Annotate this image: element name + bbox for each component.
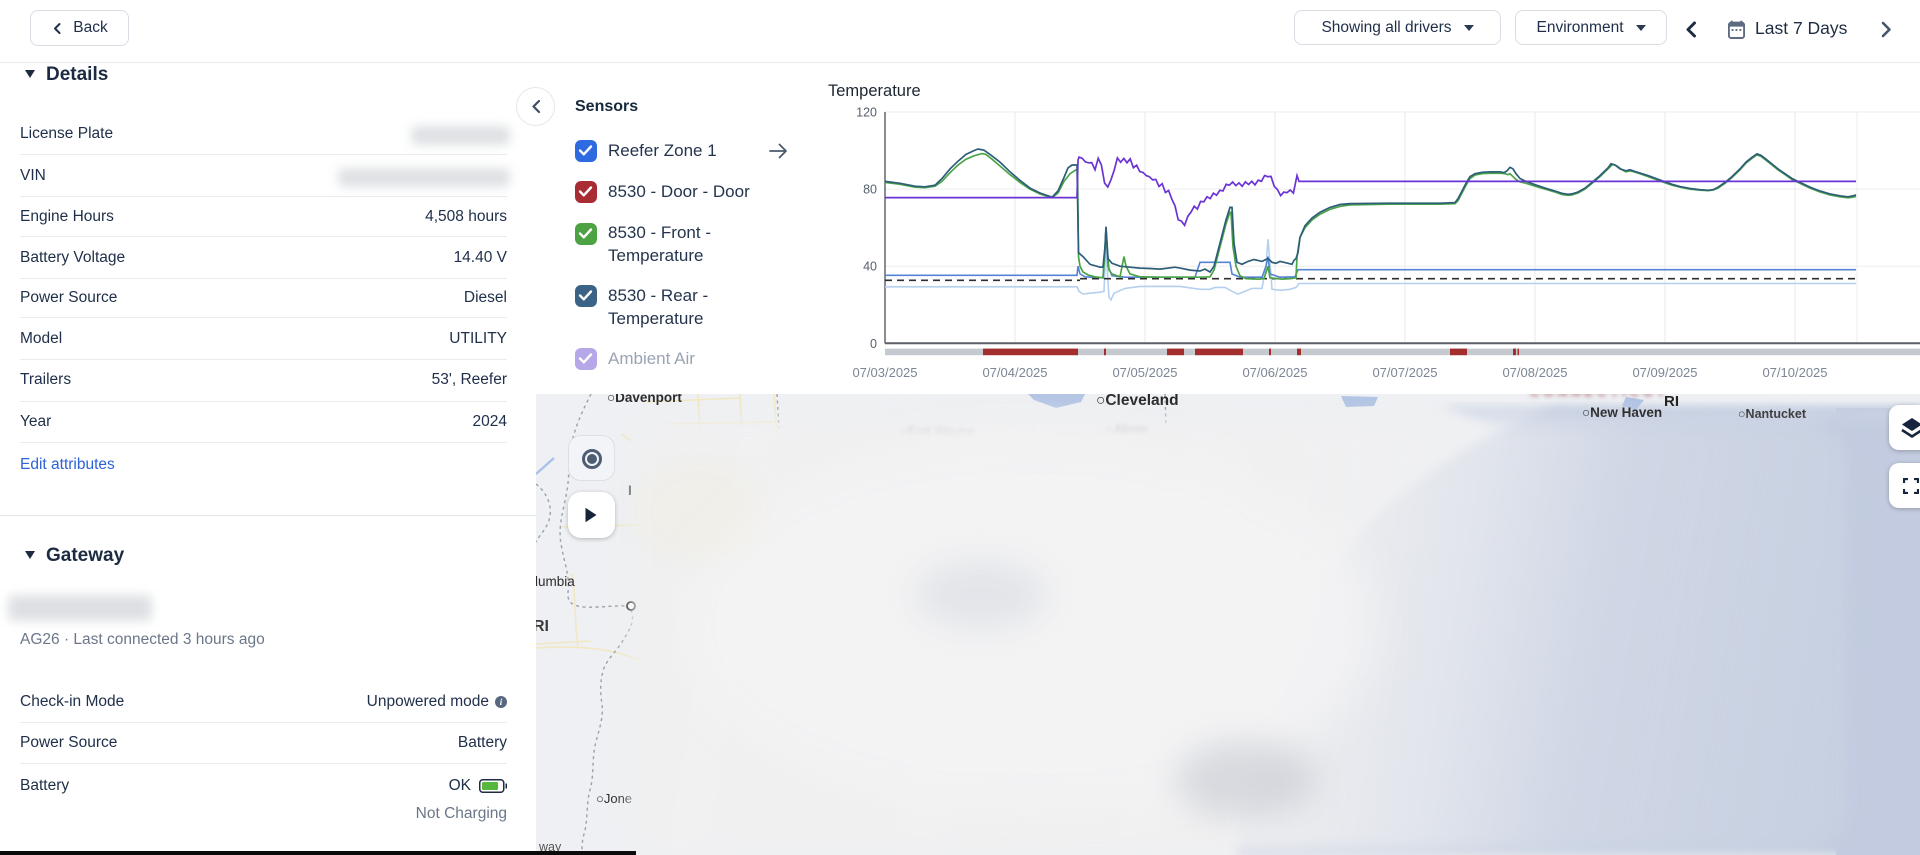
svg-text:40: 40 bbox=[863, 260, 877, 274]
svg-text:80: 80 bbox=[863, 183, 877, 197]
svg-text:07/07/2025: 07/07/2025 bbox=[1372, 365, 1437, 380]
svg-text:07/09/2025: 07/09/2025 bbox=[1632, 365, 1697, 380]
svg-text:120: 120 bbox=[856, 106, 877, 120]
svg-text:07/03/2025: 07/03/2025 bbox=[852, 365, 917, 380]
svg-text:Temperature: Temperature bbox=[828, 82, 921, 100]
svg-text:07/06/2025: 07/06/2025 bbox=[1242, 365, 1307, 380]
svg-text:07/08/2025: 07/08/2025 bbox=[1502, 365, 1567, 380]
svg-text:07/04/2025: 07/04/2025 bbox=[982, 365, 1047, 380]
svg-text:07/05/2025: 07/05/2025 bbox=[1112, 365, 1177, 380]
svg-text:07/10/2025: 07/10/2025 bbox=[1762, 365, 1827, 380]
svg-text:0: 0 bbox=[870, 337, 877, 351]
